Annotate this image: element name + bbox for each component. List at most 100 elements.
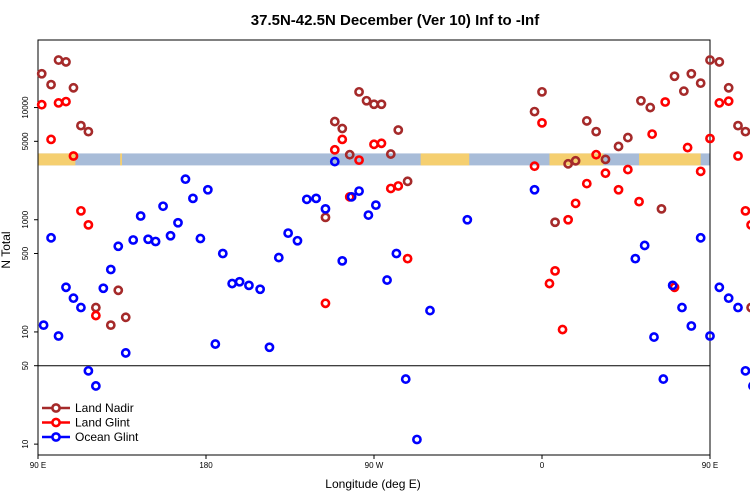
data-point [329,116,340,127]
data-point [329,144,340,155]
data-point [658,374,669,384]
data-point [740,205,750,216]
data-point [634,196,644,207]
data-point [120,312,131,323]
data-point [68,151,79,161]
data-point [38,320,49,331]
data-point [570,198,581,209]
data-point [529,184,540,195]
data-point [255,284,266,295]
data-point [622,132,633,143]
data-point [402,253,413,264]
data-point [613,184,624,195]
data-point [723,293,734,304]
data-point [695,166,706,177]
data-point [83,126,94,137]
data-point [382,275,392,285]
data-point [135,211,146,221]
data-point [83,219,94,230]
data-point [385,149,396,159]
legend-marker [51,432,61,442]
legend-label: Land Nadir [75,401,134,415]
data-point [550,265,560,276]
data-point [557,324,568,335]
data-point [667,280,678,291]
data-point [346,191,357,202]
data-point [105,264,116,275]
data-point [354,86,364,97]
data-point [217,248,228,259]
data-point [301,194,312,205]
data-point [682,142,693,153]
data-point [320,203,331,214]
data-point [98,283,109,294]
data-point [400,374,411,384]
data-point [669,71,680,82]
data-point [46,134,56,145]
data-point [402,176,413,187]
data-point [581,116,592,126]
land-segment [120,153,122,166]
x-tick-label: 90 E [30,461,46,470]
data-point [645,102,656,113]
y-tick-label: 10 [21,439,30,448]
data-point [391,248,402,259]
y-tick-label: 10000 [21,96,30,119]
data-point [90,310,101,321]
data-point [36,99,47,110]
data-point [639,240,650,251]
data-point [591,126,602,137]
data-point [462,214,473,225]
x-tick-label: 90 W [365,461,384,470]
data-point [90,381,101,391]
data-point [36,68,47,79]
data-point [46,79,56,90]
data-point [76,205,86,216]
y-tick-label: 100 [21,325,30,339]
data-point [46,232,56,243]
data-point [695,232,706,243]
data-point [173,217,183,228]
series-ocean-glint [38,156,750,445]
data-point [337,123,348,134]
data-point [686,321,697,331]
data-point [61,282,71,293]
y-tick-label: 50 [21,361,30,370]
legend-label: Land Glint [75,416,130,430]
data-point [678,86,689,97]
y-tick-label: 500 [21,246,30,260]
data-point [337,134,348,145]
data-point [746,220,750,230]
data-point [180,174,191,185]
data-point [68,82,79,93]
land-segment [420,153,470,166]
data-point [591,149,602,160]
data-point [61,57,71,67]
data-point [150,236,161,247]
land-segment [38,153,76,166]
data-point [354,186,364,197]
x-tick-label: 180 [199,461,213,470]
data-point [264,342,275,353]
data-point [210,339,221,349]
data-point [376,99,387,110]
data-point [581,178,592,189]
data-point [113,285,124,296]
data-point [613,141,624,152]
data-point [537,86,547,97]
x-tick-label: 0 [540,461,545,470]
data-point [344,149,355,160]
data-point [656,203,667,214]
legend-marker [51,403,61,413]
data-point [630,253,641,264]
land-segment [549,153,604,166]
data-point [529,106,540,117]
data-point [570,155,581,166]
y-tick-label: 5000 [21,132,30,150]
data-point [677,302,687,313]
data-point [705,133,715,144]
data-point [128,235,139,245]
data-point [544,278,555,289]
data-point [376,138,387,149]
